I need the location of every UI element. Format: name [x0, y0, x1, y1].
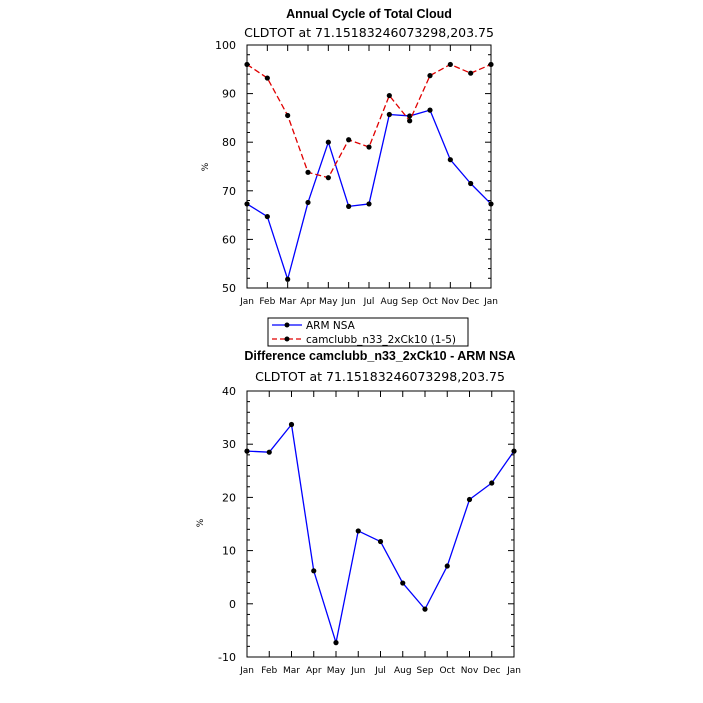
annual-cycle-chart: Annual Cycle of Total Cloud CLDTOT at 71… — [201, 7, 498, 307]
chart-subtitle: CLDTOT at 71.15183246073298,203.75 — [244, 25, 494, 40]
x-tick-label: May — [327, 666, 346, 676]
plot-frame — [246, 44, 492, 289]
data-point — [407, 118, 413, 124]
y-tick-label: 0 — [229, 598, 236, 611]
x-tick-label: Jan — [239, 666, 254, 676]
data-point — [264, 213, 270, 220]
series-line-1 — [246, 63, 492, 179]
x-tick-label: Feb — [261, 666, 277, 676]
x-tick-label: Nov — [442, 297, 460, 307]
y-axis-label: % — [196, 518, 206, 527]
series-line-0 — [246, 109, 492, 280]
y-axis-label: % — [201, 162, 211, 171]
data-point — [400, 580, 406, 586]
y-tick-label: -10 — [218, 651, 236, 664]
data-point — [346, 203, 352, 209]
y-tick-label: 10 — [222, 545, 236, 558]
data-point — [305, 169, 311, 175]
y-tick-label: 60 — [222, 233, 236, 246]
x-tick-label: Dec — [462, 297, 479, 307]
chart-title: Annual Cycle of Total Cloud — [286, 7, 452, 21]
data-point — [377, 538, 384, 545]
x-tick-label: Jul — [363, 297, 375, 307]
data-point — [427, 73, 433, 79]
x-tick-label: Sep — [417, 666, 434, 676]
x-tick-label: May — [319, 297, 338, 307]
y-tick-label: 30 — [222, 438, 236, 451]
x-tick-label: Jun — [341, 297, 356, 307]
x-tick-label: Mar — [279, 297, 296, 307]
x-tick-label: Dec — [483, 666, 500, 676]
data-point — [466, 496, 473, 503]
data-point — [325, 139, 331, 145]
legend-label: camclubb_n33_2xCk10 (1-5) — [306, 334, 456, 346]
x-tick-label: Sep — [401, 297, 418, 307]
data-point — [447, 157, 453, 163]
data-point — [288, 421, 295, 428]
x-tick-label: Mar — [283, 666, 300, 676]
x-tick-label: Jan — [506, 666, 521, 676]
y-tick-label: 40 — [222, 385, 236, 398]
data-point — [311, 568, 317, 574]
data-point — [333, 640, 339, 646]
legend-label: ARM NSA — [306, 320, 356, 332]
data-point — [346, 137, 352, 143]
data-point — [489, 480, 495, 486]
data-point — [366, 144, 372, 150]
data-point — [422, 606, 428, 612]
y-tick-label: 50 — [222, 282, 236, 295]
data-point — [427, 107, 433, 113]
x-tick-label: Nov — [461, 666, 479, 676]
data-point — [386, 111, 392, 118]
data-point — [447, 61, 453, 68]
x-tick-label: Feb — [259, 297, 275, 307]
legend-swatch-marker — [284, 336, 290, 342]
data-point — [468, 180, 474, 187]
x-tick-label: Jun — [350, 666, 365, 676]
legend: ARM NSA camclubb_n33_2xCk10 (1-5) — [267, 317, 469, 347]
data-point — [366, 201, 372, 207]
data-point — [407, 113, 413, 119]
x-tick-label: Aug — [394, 666, 412, 676]
legend-swatch-marker — [284, 322, 290, 328]
data-point — [355, 528, 361, 534]
x-tick-label: Aug — [381, 297, 399, 307]
x-tick-label: Jan — [239, 297, 254, 307]
legend-entry-camclubb: camclubb_n33_2xCk10 (1-5) — [272, 334, 456, 346]
x-tick-label: Jul — [374, 666, 386, 676]
data-point — [285, 112, 291, 119]
chart-title: Difference camclubb_n33_2xCk10 - ARM NSA — [244, 349, 515, 363]
data-point — [468, 70, 474, 76]
data-point — [285, 276, 291, 282]
y-tick-label: 90 — [222, 88, 236, 101]
x-tick-label: Apr — [306, 666, 322, 676]
x-tick-label: Jan — [483, 297, 498, 307]
data-point — [386, 92, 392, 99]
data-point — [264, 75, 270, 81]
x-tick-label: Apr — [300, 297, 316, 307]
y-tick-label: 80 — [222, 136, 236, 149]
legend-box — [267, 317, 469, 347]
chart-subtitle: CLDTOT at 71.15183246073298,203.75 — [255, 369, 505, 384]
x-tick-label: Oct — [422, 297, 438, 307]
x-tick-label: Oct — [439, 666, 455, 676]
data-point — [266, 449, 272, 455]
data-point — [305, 199, 311, 206]
difference-chart: Difference camclubb_n33_2xCk10 - ARM NSA… — [196, 349, 521, 676]
data-point — [444, 563, 450, 569]
data-point — [325, 175, 331, 181]
y-tick-label: 20 — [222, 491, 236, 504]
series-line-0 — [246, 423, 515, 644]
y-tick-label: 70 — [222, 185, 236, 198]
y-tick-label: 100 — [215, 39, 236, 52]
legend-entry-arm-nsa: ARM NSA — [272, 320, 356, 332]
